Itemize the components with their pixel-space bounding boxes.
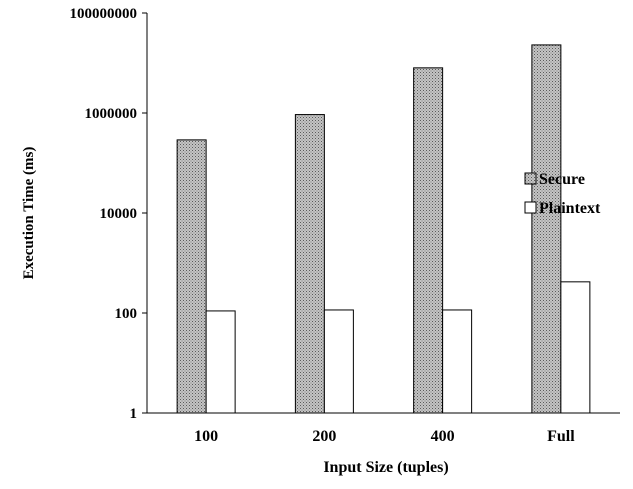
x-tick-label: 100: [194, 428, 218, 445]
y-tick-label: 10000: [100, 206, 138, 222]
y-axis-label: Execution Time (ms): [21, 147, 37, 280]
x-axis-label: Input Size (tuples): [323, 459, 448, 476]
y-tick-label: 100000000: [70, 6, 138, 22]
bar-plaintext-100: [205, 310, 236, 414]
x-tick-label: Full: [547, 428, 575, 445]
y-tick-label: 1000000: [85, 106, 138, 122]
x-tick-label: 200: [312, 428, 336, 445]
bar-secure-100: [176, 139, 207, 414]
bar-plaintext-full: [560, 281, 591, 414]
bar-secure-400: [413, 67, 444, 414]
legend-label-plaintext: Plaintext: [539, 200, 601, 217]
bar-plaintext-200: [323, 309, 354, 414]
bar-secure-200: [294, 114, 325, 414]
legend-swatch-plaintext: [524, 201, 537, 214]
legend-swatch-secure: [524, 172, 537, 185]
bar-plaintext-400: [442, 309, 473, 414]
bar-secure-full: [531, 44, 562, 414]
y-tick-label: 1: [130, 406, 138, 422]
legend: Secure Plaintext: [524, 171, 601, 217]
x-tick-label: 400: [431, 428, 455, 445]
y-tick-label: 100: [115, 306, 138, 322]
legend-label-secure: Secure: [539, 171, 585, 188]
